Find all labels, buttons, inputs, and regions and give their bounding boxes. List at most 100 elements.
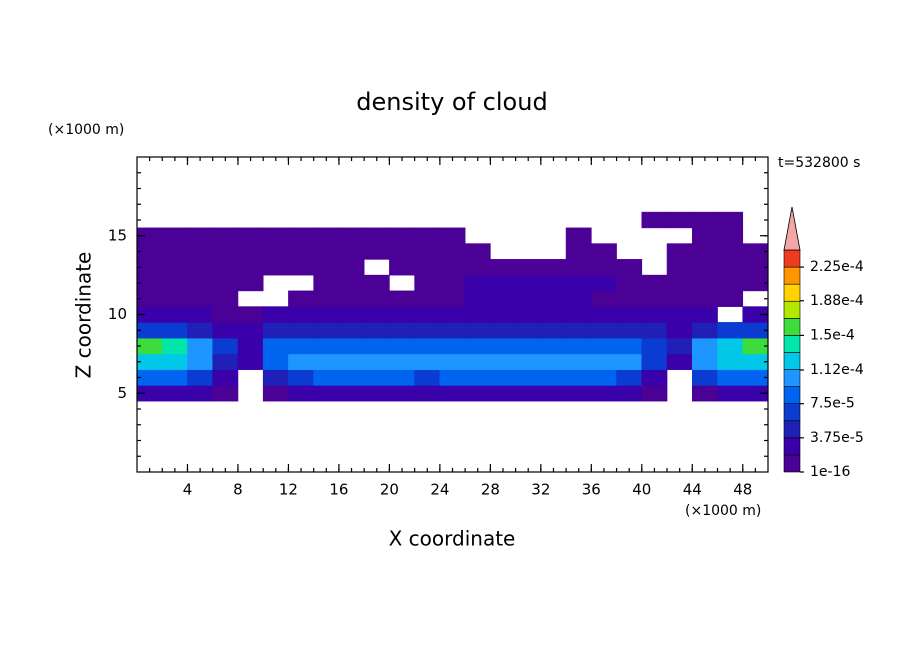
contour-cell [565,290,592,307]
colorbar-band [783,266,801,285]
contour-cell [717,353,744,370]
contour-cell [161,322,188,339]
contour-cell [439,227,466,244]
contour-cell [212,290,239,307]
contour-cell [464,274,491,292]
contour-cell [515,337,542,355]
contour-cell [313,322,340,339]
contour-cell [414,306,441,323]
colorbar-tick-label: 7.5e-5 [810,396,855,412]
contour-cell [717,369,744,386]
contour-cell [666,290,693,307]
contour-cell [187,259,214,276]
contour-cell [313,306,340,323]
contour-cell [641,322,668,339]
colorbar-band [783,369,801,387]
contour-cell [338,227,365,244]
contour-cell [591,337,617,355]
contour-cell [288,369,314,386]
contour-cell [717,259,744,276]
contour-cell [262,353,289,370]
contour-cell [591,259,617,276]
contour-cell [161,369,188,386]
contour-cell [262,306,289,323]
contour-cell [212,274,239,292]
x-tick-label: 24 [430,481,449,499]
colorbar-band [783,454,801,473]
contour-cell [490,290,516,307]
contour-cell [313,227,340,244]
contour-cell [616,369,643,386]
contour-cell [565,259,592,276]
contour-cell [212,369,239,386]
contour-cell [490,274,516,292]
contour-cell [439,369,466,386]
contour-cell [161,306,188,323]
contour-cell [363,322,390,339]
x-tick-label: 48 [733,481,752,499]
contour-cell [262,337,289,355]
contour-cell [691,385,718,402]
contour-cell [717,337,744,355]
contour-cell [338,306,365,323]
contour-cell [187,322,214,339]
contour-cell [313,243,340,260]
y-tick-label: 15 [108,226,127,244]
contour-cell [616,259,643,276]
contour-cell [616,322,643,339]
contour-cell [565,227,592,244]
contour-cell [717,211,744,229]
contour-cell [691,290,718,307]
colorbar-tick-label: 1e-16 [810,464,850,480]
contour-cell [515,306,542,323]
contour-cell [464,322,491,339]
contour-cell [187,385,214,402]
contour-cell [212,385,239,402]
contour-cell [540,306,567,323]
contour-cell [490,353,516,370]
contour-cell [288,353,314,370]
contour-cell [313,290,340,307]
contour-cell [262,322,289,339]
contour-cell [212,353,239,370]
colorbar-tick-label: 3.75e-5 [810,430,864,446]
contour-cell [641,385,668,402]
contour-cell [262,369,289,386]
contour-cell [641,353,668,370]
contour-cell [464,259,491,276]
contour-cell [439,274,466,292]
contour-cell [540,259,567,276]
contour-cell [515,274,542,292]
contour-cell [161,353,188,370]
contour-cell [565,385,592,402]
contour-cell [187,353,214,370]
contour-cell [515,353,542,370]
contour-cell [212,243,239,260]
contour-cell [414,227,441,244]
contour-cell [717,290,744,307]
contour-cell [591,243,617,260]
contour-cell [439,385,466,402]
y-tick-label: 5 [117,384,127,402]
contour-cell [389,259,415,276]
contour-cell [414,243,441,260]
contour-cell [313,274,340,292]
contour-cell [288,227,314,244]
contour-cell [540,337,567,355]
contour-cell [490,306,516,323]
contour-cell [591,306,617,323]
colorbar-band [783,420,801,439]
contour-cell [161,337,188,355]
contour-cell [565,322,592,339]
contour-cell [389,385,415,402]
contour-cell [187,274,214,292]
contour-cell [439,306,466,323]
contour-cell [565,353,592,370]
contour-cell [540,369,567,386]
contour-cell [338,259,365,276]
contour-cell [212,227,239,244]
contour-cell [691,211,718,229]
y-axis-label: Z coordinate [72,252,96,379]
contour-cell [717,322,744,339]
